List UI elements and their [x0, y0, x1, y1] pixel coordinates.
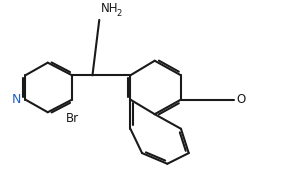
Text: 2: 2	[117, 9, 122, 18]
Text: Br: Br	[65, 112, 79, 125]
Text: O: O	[236, 93, 246, 106]
Text: N: N	[12, 93, 22, 106]
Text: NH: NH	[101, 2, 119, 15]
